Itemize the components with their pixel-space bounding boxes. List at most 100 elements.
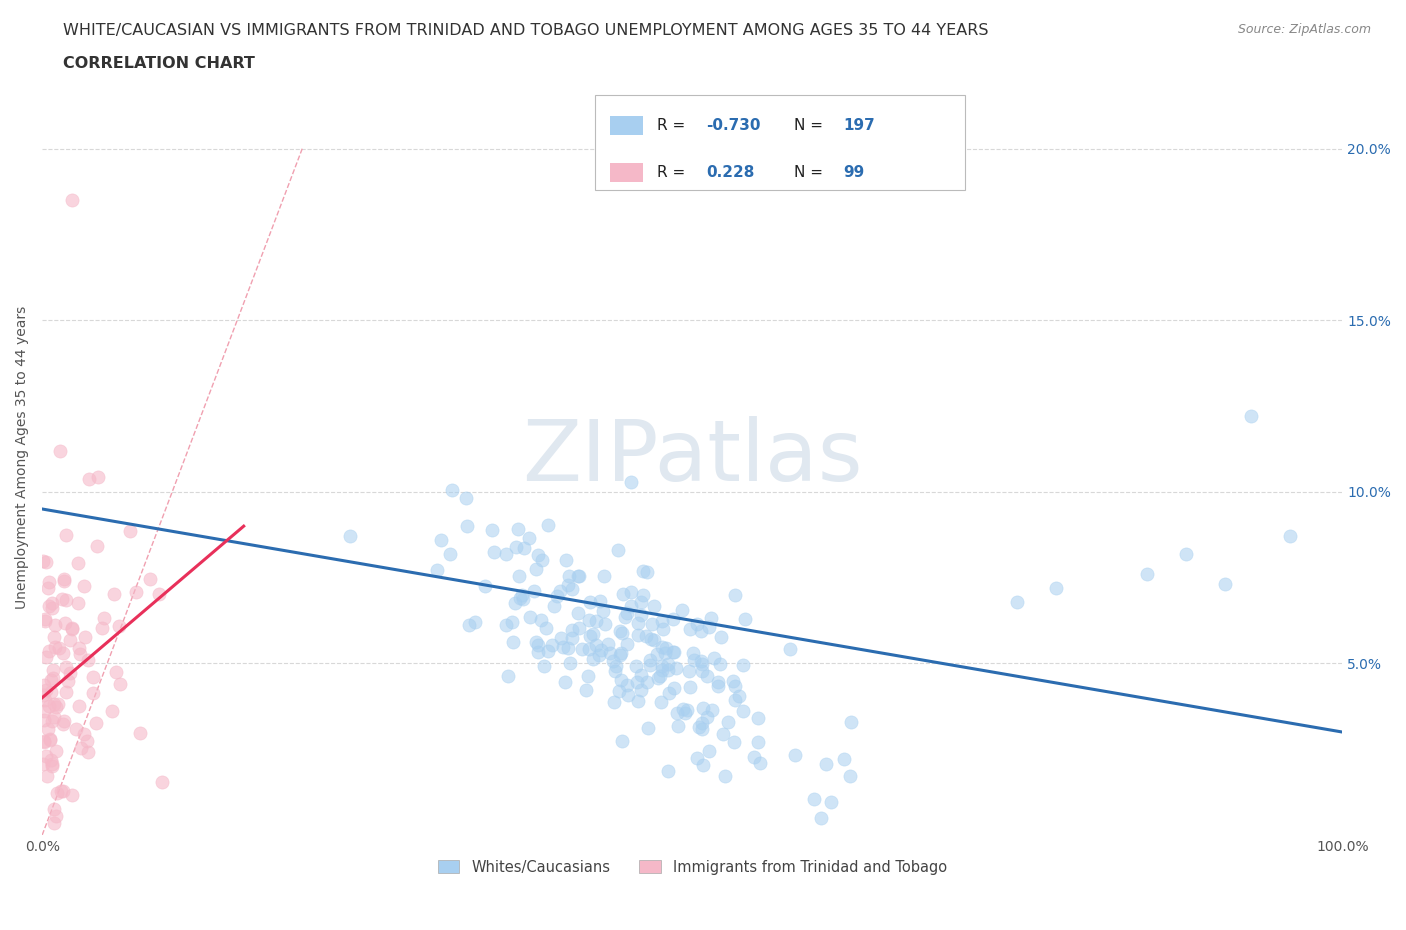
Point <box>585 614 607 629</box>
Point <box>630 594 652 609</box>
Point <box>1240 409 1263 424</box>
Point <box>52 784 75 799</box>
Point <box>696 669 718 684</box>
Point <box>638 652 661 667</box>
FancyBboxPatch shape <box>610 163 643 182</box>
Point <box>44 618 66 632</box>
Point <box>724 679 747 694</box>
Point <box>139 572 162 587</box>
Point <box>650 695 672 710</box>
Point <box>67 640 90 655</box>
Point <box>700 611 723 626</box>
Point <box>439 547 461 562</box>
Point <box>537 518 560 533</box>
Point <box>832 751 855 766</box>
Point <box>128 726 150 741</box>
Point <box>648 669 671 684</box>
Point <box>603 664 626 679</box>
Point <box>554 674 576 689</box>
Point <box>1007 594 1029 609</box>
Point <box>38 575 60 590</box>
Point <box>690 664 713 679</box>
Text: N =: N = <box>793 165 828 180</box>
Point <box>627 616 650 631</box>
Text: N =: N = <box>793 118 828 133</box>
Point <box>614 609 637 624</box>
Point <box>609 647 631 662</box>
Point <box>582 626 605 641</box>
Point <box>568 569 591 584</box>
Point <box>42 662 65 677</box>
Point <box>76 734 98 749</box>
Point <box>32 687 55 702</box>
Point <box>519 609 541 624</box>
Point <box>643 598 665 613</box>
Point <box>651 659 673 674</box>
Point <box>620 475 643 490</box>
Point <box>634 629 657 644</box>
Point <box>696 710 718 724</box>
Point <box>610 645 633 660</box>
Point <box>73 726 96 741</box>
Point <box>48 697 70 711</box>
Point <box>42 671 65 685</box>
Point <box>672 701 695 716</box>
Point <box>34 611 56 626</box>
Point <box>578 641 600 656</box>
Point <box>747 711 769 725</box>
Point <box>683 653 706 668</box>
Point <box>55 684 77 699</box>
Text: R =: R = <box>657 165 690 180</box>
Point <box>668 719 690 734</box>
Point <box>579 595 602 610</box>
Point <box>38 643 60 658</box>
Point <box>576 668 599 683</box>
Point <box>41 759 63 774</box>
Point <box>717 714 740 729</box>
Point <box>839 768 862 783</box>
FancyBboxPatch shape <box>595 95 966 190</box>
Point <box>633 587 655 602</box>
Point <box>67 556 90 571</box>
Point <box>75 630 97 644</box>
Point <box>578 613 600 628</box>
Point <box>702 703 724 718</box>
Point <box>39 732 62 747</box>
Point <box>103 587 125 602</box>
Point <box>585 638 607 653</box>
Point <box>534 621 557 636</box>
Point <box>35 555 58 570</box>
Point <box>624 658 647 673</box>
Point <box>651 614 673 629</box>
Text: 0.228: 0.228 <box>707 165 755 180</box>
Point <box>34 613 56 628</box>
Point <box>505 596 527 611</box>
Text: ZIPatlas: ZIPatlas <box>522 416 862 499</box>
Point <box>665 660 688 675</box>
Point <box>676 702 699 717</box>
Point <box>59 665 82 680</box>
Point <box>779 641 801 656</box>
Point <box>42 802 65 817</box>
Text: -0.730: -0.730 <box>707 118 761 133</box>
Point <box>34 712 56 727</box>
Point <box>731 704 754 719</box>
Point <box>1136 566 1159 581</box>
Point <box>105 665 128 680</box>
Point <box>44 815 66 830</box>
Point <box>744 750 766 764</box>
Point <box>657 657 679 671</box>
Point <box>651 639 673 654</box>
Point <box>723 693 745 708</box>
Point <box>568 620 591 635</box>
Point <box>679 679 702 694</box>
Text: 99: 99 <box>844 165 865 180</box>
Point <box>783 747 806 762</box>
Point <box>84 716 107 731</box>
Point <box>686 751 709 766</box>
Point <box>513 541 536 556</box>
Point <box>464 615 486 630</box>
Point <box>690 716 713 731</box>
Point <box>803 791 825 806</box>
Point <box>557 641 579 656</box>
